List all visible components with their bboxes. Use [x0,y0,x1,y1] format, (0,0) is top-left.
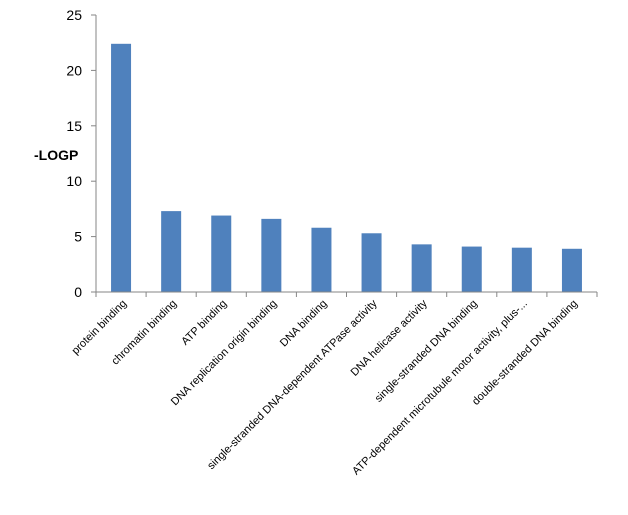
bar [361,233,382,292]
bar [561,248,582,292]
y-tick-label: 10 [66,173,82,189]
y-axis-ticks: 0 5 10 15 20 25 [66,7,96,300]
x-category-label: DNA binding [278,298,330,350]
y-tick-label: 15 [66,118,82,134]
bar [411,244,432,292]
bars [111,43,582,292]
x-category-label: double-stranded DNA binding [470,298,580,408]
y-axis-label: -LOGP [34,147,78,163]
bar [161,211,182,292]
x-category-label: ATP binding [179,298,229,348]
x-category-label: single-stranded DNA-dependent ATPase act… [205,297,380,472]
x-axis-ticks [95,292,598,297]
bar [311,227,332,292]
y-tick-label: 0 [74,284,82,300]
x-category-label: DNA replication origin binding [169,298,280,409]
x-category-label: single-stranded DNA binding [373,298,480,405]
bar [511,247,532,292]
x-category-label: ATP-dependent microtubule motor activity… [350,298,530,478]
y-tick-label: 25 [66,7,82,23]
y-tick-label: 20 [66,62,82,78]
bar [461,246,482,292]
bar [261,218,282,292]
bar [111,43,132,292]
bar [211,215,232,292]
y-tick-label: 5 [74,229,82,245]
